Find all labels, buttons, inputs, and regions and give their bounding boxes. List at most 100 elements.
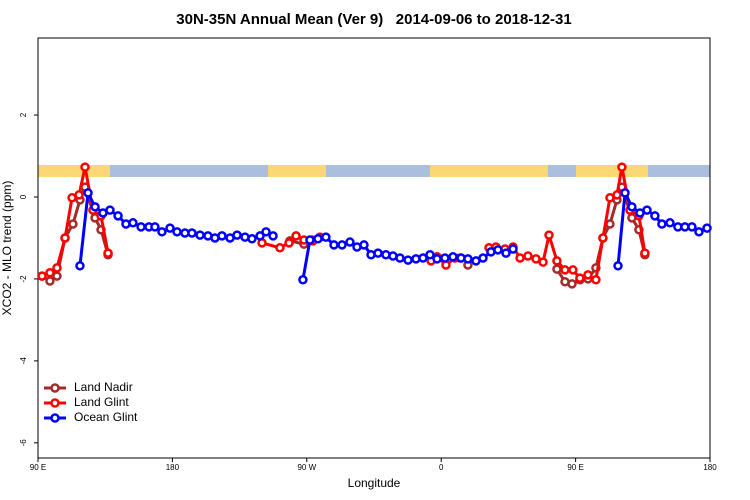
data-point [694, 227, 704, 237]
legend-marker [50, 413, 60, 423]
x-tick-label: 180 [166, 463, 180, 472]
data-point [195, 230, 205, 240]
land-band [430, 165, 548, 177]
legend-marker [50, 398, 60, 408]
chart-title: 30N-35N Annual Mean (Ver 9) 2014-09-06 t… [176, 11, 571, 28]
land-band [38, 165, 110, 177]
data-point [418, 253, 428, 263]
data-point [255, 231, 265, 241]
legend-label: Land Nadir [74, 380, 133, 394]
x-tick-label: 0 [439, 463, 444, 472]
plot-frame [37, 37, 711, 459]
y-tick-label: -4 [19, 357, 28, 365]
data-point [150, 222, 160, 232]
data-point [544, 230, 554, 240]
x-tick-label: 90 E [567, 463, 583, 472]
data-point [313, 234, 323, 244]
data-point [157, 227, 167, 237]
data-point [261, 227, 271, 237]
data-point [284, 238, 294, 248]
data-point [90, 202, 100, 212]
data-point [493, 245, 503, 255]
y-tick-label: -2 [19, 275, 28, 283]
data-point [68, 219, 78, 229]
data-point [425, 250, 435, 260]
data-point [508, 244, 518, 254]
data-point [567, 279, 577, 289]
data-point [291, 231, 301, 241]
data-point [373, 248, 383, 258]
data-point [657, 219, 667, 229]
data-point [298, 275, 308, 285]
data-point [605, 219, 615, 229]
data-point [187, 228, 197, 238]
data-point [620, 188, 630, 198]
data-point [591, 275, 601, 285]
data-point [617, 162, 627, 172]
data-point [568, 265, 578, 275]
data-point [74, 190, 84, 200]
data-point [268, 231, 278, 241]
data-point [440, 253, 450, 263]
x-tick-label: 180 [703, 463, 717, 472]
y-tick-label: 2 [19, 112, 28, 117]
data-point [642, 205, 652, 215]
x-tick-label: 90 E [30, 463, 46, 472]
data-point [305, 235, 315, 245]
land-band [576, 165, 648, 177]
data-point [37, 271, 47, 281]
data-point [136, 222, 146, 232]
data-point [627, 202, 637, 212]
data-point [613, 261, 623, 271]
data-point [45, 276, 55, 286]
data-point [60, 233, 70, 243]
data-point [552, 264, 562, 274]
data-point [45, 268, 55, 278]
data-point [359, 240, 369, 250]
data-point [463, 254, 473, 264]
data-point [75, 261, 85, 271]
data-point [665, 218, 675, 228]
data-point [165, 223, 175, 233]
land-ocean-strip [38, 165, 710, 177]
data-point [531, 254, 541, 264]
data-point [247, 234, 257, 244]
data-point [612, 190, 622, 200]
data-point [395, 253, 405, 263]
data-point [217, 231, 227, 241]
data-point [478, 253, 488, 263]
y-axis-title: XCO2 - MLO trend (ppm) [0, 181, 14, 316]
data-point [560, 265, 570, 275]
data-point [337, 240, 347, 250]
data-point [523, 251, 533, 261]
data-point [113, 211, 123, 221]
data-point [172, 227, 182, 237]
data-point [538, 257, 548, 267]
data-point [80, 162, 90, 172]
x-tick-label: 90 W [297, 463, 316, 472]
data-point [598, 233, 608, 243]
data-point [575, 273, 585, 283]
data-point [687, 222, 697, 232]
land-band [268, 165, 326, 177]
y-tick-label: 0 [19, 194, 28, 199]
series-line [78, 191, 708, 281]
data-point [432, 254, 442, 264]
data-point [501, 248, 511, 258]
y-tick-label: -6 [19, 439, 28, 447]
data-point [702, 223, 712, 233]
data-point [83, 188, 93, 198]
data-point [105, 205, 115, 215]
data-point [650, 211, 660, 221]
data-point [640, 248, 650, 258]
data-point [321, 232, 331, 242]
data-point [583, 270, 593, 280]
data-point [345, 237, 355, 247]
data-point [52, 263, 62, 273]
data-point [448, 252, 458, 262]
legend-label: Land Glint [74, 395, 129, 409]
data-point [552, 256, 562, 266]
data-point [103, 248, 113, 258]
